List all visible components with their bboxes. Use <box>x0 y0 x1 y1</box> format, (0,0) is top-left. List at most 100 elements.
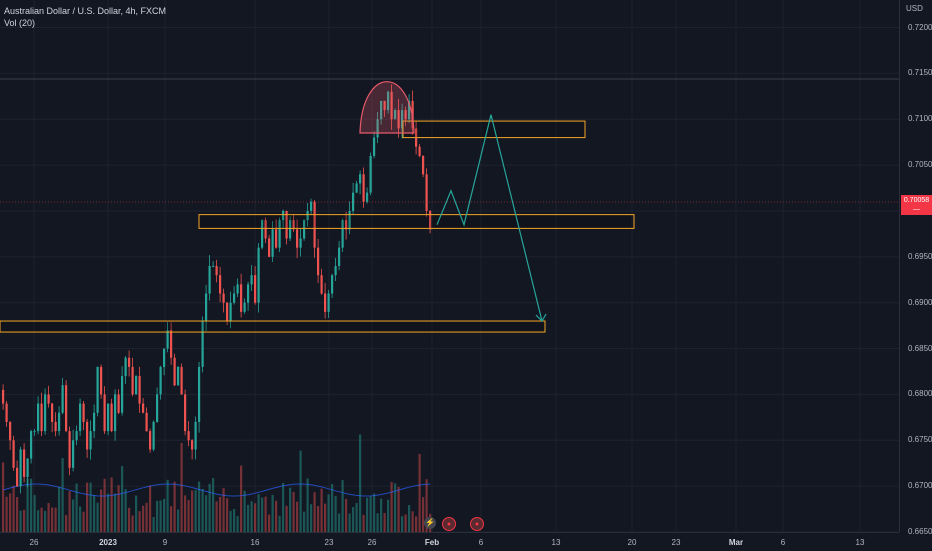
candle-body <box>170 330 173 358</box>
volume-bar <box>282 482 285 532</box>
candle-body <box>310 201 313 211</box>
time-scale[interactable]: 26 2023 9 16 23 26 Feb 6 13 20 23 Mar 6 13 <box>0 532 899 551</box>
volume-bar <box>352 507 355 532</box>
volume-bar <box>369 496 372 532</box>
grid-lines <box>0 0 899 533</box>
candle-body <box>135 376 138 395</box>
volume-bar <box>219 496 222 532</box>
volume-bar <box>145 502 148 532</box>
volume-indicator-title[interactable]: Vol (20) <box>4 18 36 28</box>
volume-bar <box>23 509 26 532</box>
volume-bar <box>65 515 68 532</box>
volume-bar <box>341 480 344 532</box>
candle-body <box>233 293 236 303</box>
candle-body <box>5 403 8 422</box>
volume-bar <box>408 505 411 532</box>
volume-bar <box>149 485 152 532</box>
flag-event-icon-2[interactable]: ● <box>470 517 484 531</box>
candle-body <box>159 366 162 395</box>
candle-body <box>355 183 358 193</box>
volume-bar <box>415 516 418 532</box>
volume-bar <box>72 499 75 532</box>
candle-body <box>184 394 187 432</box>
candle-body <box>324 293 327 312</box>
price-scale[interactable]: 0.720000.715000.710000.705000.700000.695… <box>899 0 932 536</box>
volume-bar <box>373 493 376 532</box>
candle-body <box>257 247 260 303</box>
candle-body <box>247 284 250 303</box>
candle-body <box>296 229 299 248</box>
flag-event-icon-1[interactable]: ● <box>442 517 456 531</box>
volume-bar <box>240 465 243 532</box>
volume-bar <box>89 482 92 532</box>
candle-body <box>163 348 166 367</box>
time-tick-label: 6 <box>780 538 786 547</box>
candle-body <box>156 394 159 422</box>
volume-bar <box>96 502 99 532</box>
volume-bar <box>47 502 50 532</box>
volume-bar <box>44 510 47 532</box>
volume-bar <box>404 514 407 532</box>
volume-bar <box>194 489 197 532</box>
candle-body <box>152 421 155 450</box>
volume-bar <box>114 493 117 532</box>
volume-bar <box>275 500 278 532</box>
time-tick-label: 9 <box>162 538 168 547</box>
volume-bar <box>233 508 236 532</box>
flag-glyph-1: ● <box>446 521 452 528</box>
volume-bar <box>310 504 313 532</box>
volume-bar <box>184 495 187 532</box>
candle-body <box>180 366 183 395</box>
volume-bar <box>411 511 414 532</box>
candle-body <box>96 366 99 413</box>
candle-body <box>334 266 337 276</box>
volume-bar <box>292 491 295 532</box>
volume-bar <box>334 495 337 532</box>
candle-body <box>145 412 148 432</box>
candle-body <box>376 119 379 138</box>
volume-bar <box>215 501 218 532</box>
lightning-event-icon[interactable]: ⚡ <box>424 517 436 529</box>
candle-body <box>219 275 222 294</box>
candle-body <box>173 357 176 386</box>
candle-body <box>19 449 22 487</box>
volume-bar <box>156 500 159 532</box>
candle-body <box>387 91 390 111</box>
volume-bar <box>229 510 232 532</box>
candle-body <box>222 293 225 303</box>
candle-body <box>142 403 145 413</box>
volume-bar <box>401 516 404 532</box>
candle-body <box>208 266 211 294</box>
volume-bar <box>418 453 421 532</box>
candle-body <box>289 220 292 239</box>
candle-body <box>110 403 113 432</box>
volume-moving-average-line <box>2 483 431 497</box>
candle-body <box>352 192 355 211</box>
volume-bar <box>100 489 103 532</box>
symbol-title[interactable]: Australian Dollar / U.S. Dollar, 4h, FXC… <box>4 6 167 16</box>
volume-bar <box>299 450 302 532</box>
candle-body <box>89 431 92 450</box>
candle-body <box>187 431 190 441</box>
volume-bar <box>51 507 54 532</box>
candle-body <box>303 220 306 239</box>
volume-bar <box>103 478 106 532</box>
candle-body <box>51 403 54 422</box>
time-tick-label: 23 <box>671 538 681 547</box>
volume-bar <box>191 490 194 532</box>
candle-body <box>250 275 253 285</box>
candle-body <box>348 210 351 230</box>
volume-bar <box>348 513 351 532</box>
volume-bar <box>366 497 369 532</box>
lightning-glyph: ⚡ <box>425 518 435 527</box>
candle-body <box>369 155 372 193</box>
volume-bar <box>198 481 201 532</box>
volume-bar <box>30 478 33 532</box>
candle-body <box>362 174 365 202</box>
support-resistance-zones <box>0 120 635 333</box>
candle-body <box>86 421 89 450</box>
candle-body <box>418 146 421 156</box>
candle-body <box>65 385 68 432</box>
